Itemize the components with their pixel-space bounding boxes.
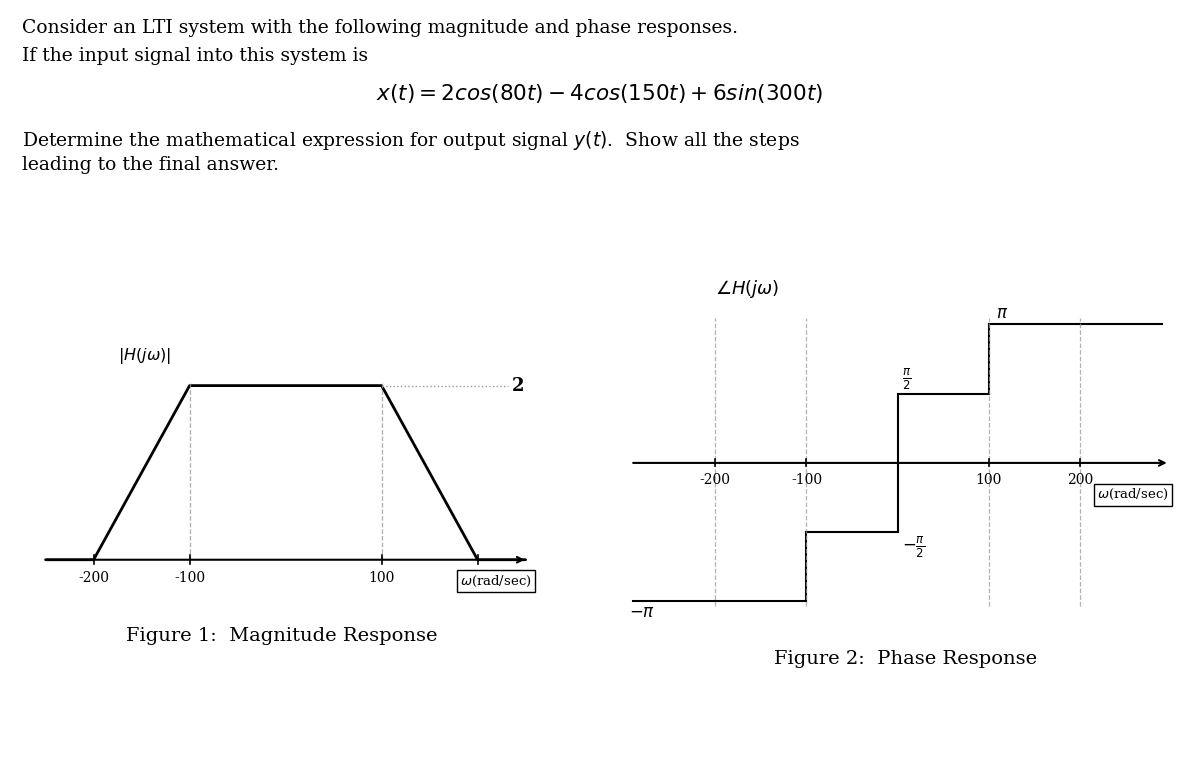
Text: If the input signal into this system is: If the input signal into this system is: [22, 47, 367, 65]
Text: Consider an LTI system with the following magnitude and phase responses.: Consider an LTI system with the followin…: [22, 19, 738, 37]
Text: $\angle H(j\omega)$: $\angle H(j\omega)$: [715, 278, 780, 300]
Text: 200: 200: [464, 571, 491, 585]
Text: Figure 1:  Magnitude Response: Figure 1: Magnitude Response: [126, 627, 438, 645]
Text: $x(t) = 2cos(80t) - 4cos(150t) + 6sin(300t)$: $x(t) = 2cos(80t) - 4cos(150t) + 6sin(30…: [377, 82, 823, 105]
Text: -200: -200: [700, 473, 731, 487]
Text: Figure 2:  Phase Response: Figure 2: Phase Response: [774, 650, 1038, 668]
Text: $\frac{\pi}{2}$: $\frac{\pi}{2}$: [902, 366, 912, 392]
Text: $-\pi$: $-\pi$: [629, 604, 655, 621]
Text: $|H(j\omega)|$: $|H(j\omega)|$: [118, 347, 170, 366]
Text: Determine the mathematical expression for output signal $y(t)$.  Show all the st: Determine the mathematical expression fo…: [22, 129, 799, 152]
Text: -100: -100: [174, 571, 205, 585]
Text: 100: 100: [368, 571, 395, 585]
Text: $\omega$(rad/sec): $\omega$(rad/sec): [1097, 487, 1169, 502]
Text: $\omega$(rad/sec): $\omega$(rad/sec): [460, 573, 532, 589]
Text: $\pi$: $\pi$: [996, 305, 1008, 323]
Text: leading to the final answer.: leading to the final answer.: [22, 156, 278, 174]
Text: -100: -100: [791, 473, 822, 487]
Text: 200: 200: [1067, 473, 1093, 487]
Text: 2: 2: [512, 376, 524, 395]
Text: -200: -200: [78, 571, 109, 585]
Text: $-\frac{\pi}{2}$: $-\frac{\pi}{2}$: [902, 534, 925, 559]
Text: 100: 100: [976, 473, 1002, 487]
